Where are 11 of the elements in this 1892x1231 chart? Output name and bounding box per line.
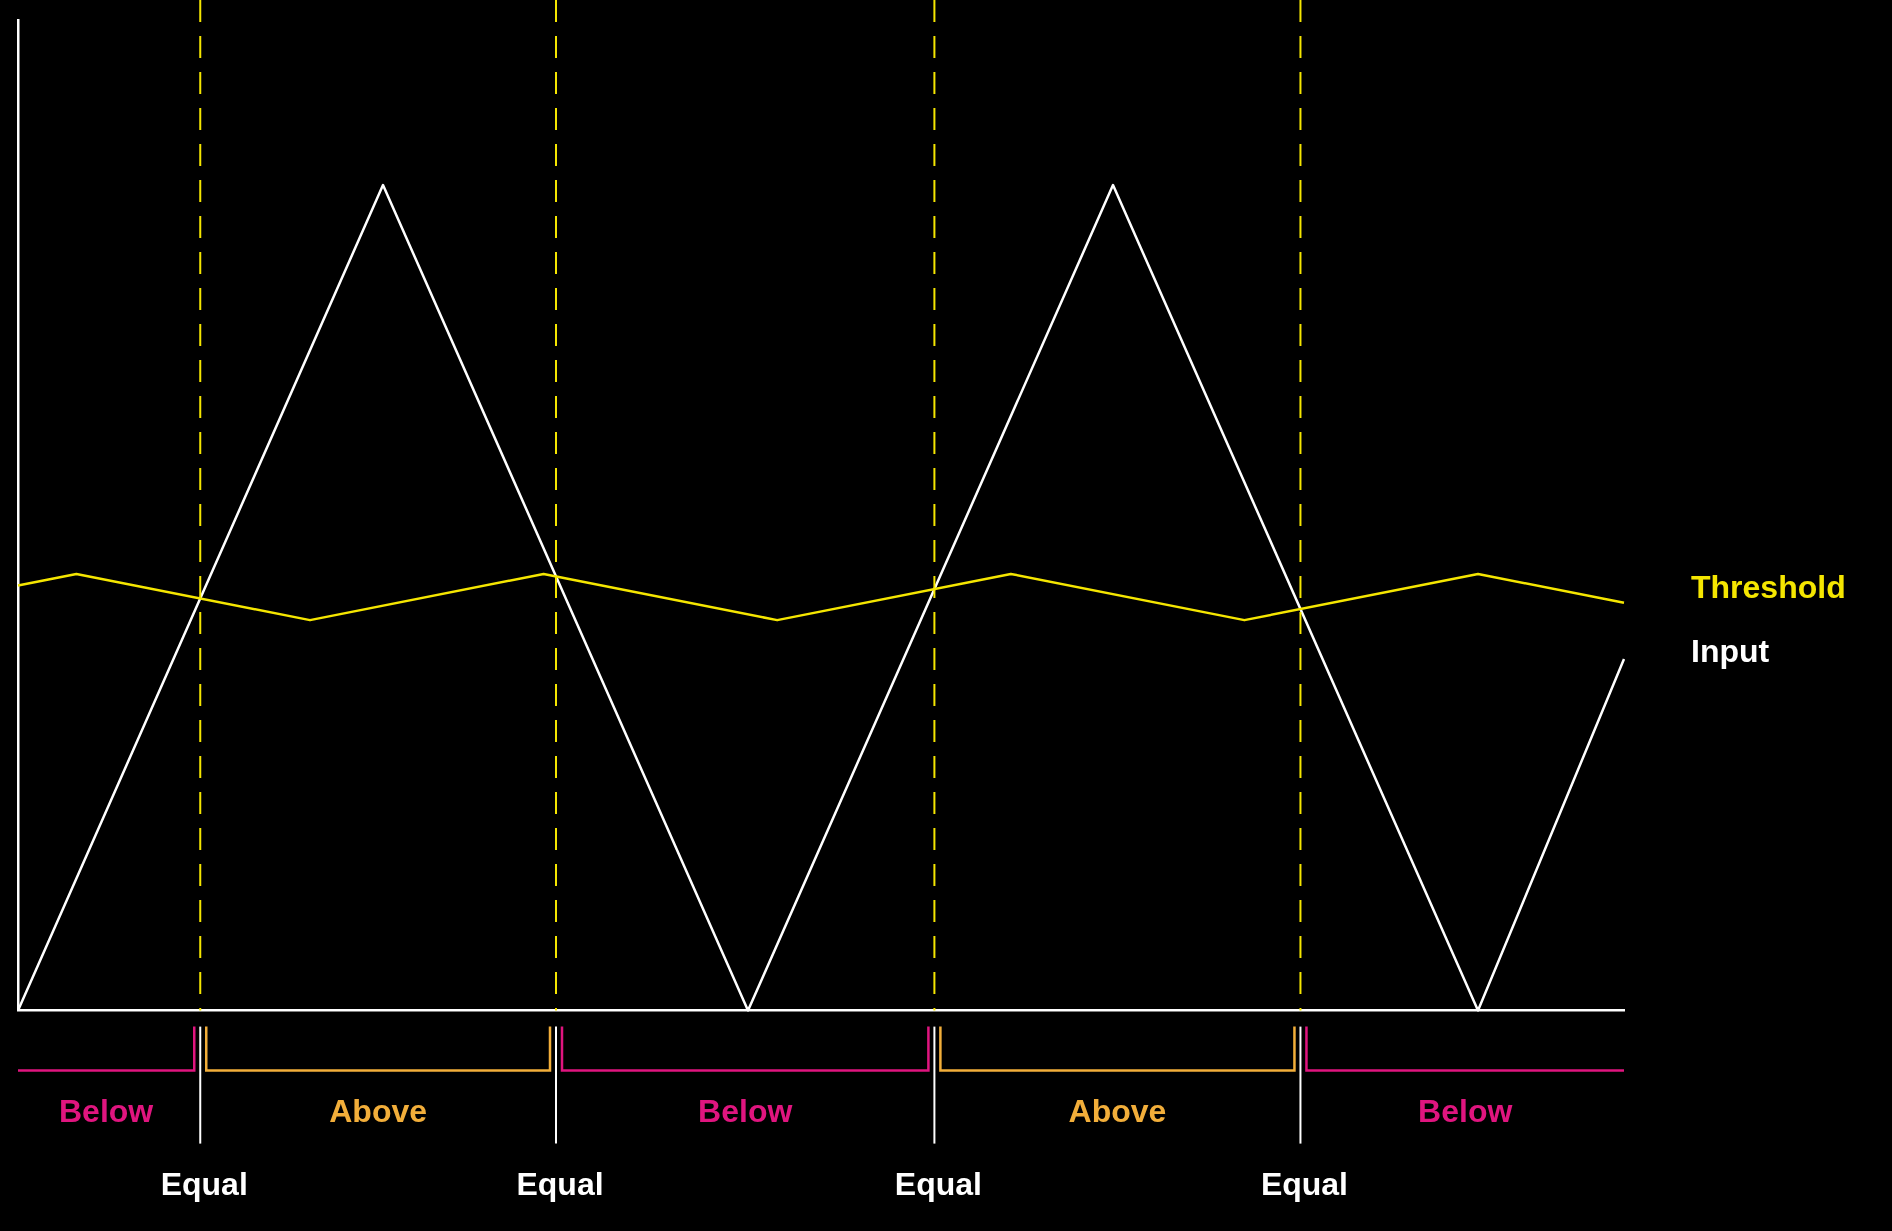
text: Below bbox=[1418, 1093, 1513, 1130]
text: Above bbox=[1068, 1093, 1167, 1130]
text: Below bbox=[698, 1093, 793, 1130]
text: Threshold bbox=[1691, 568, 1846, 605]
text: Above bbox=[329, 1093, 428, 1130]
text: Equal bbox=[160, 1166, 248, 1203]
text: Below bbox=[59, 1093, 154, 1130]
text: Equal bbox=[894, 1166, 982, 1203]
text: Input bbox=[1691, 632, 1770, 669]
text: Equal bbox=[1260, 1166, 1349, 1203]
text: Equal bbox=[516, 1166, 604, 1203]
